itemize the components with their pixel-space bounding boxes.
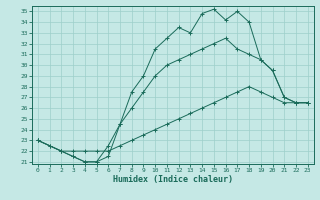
X-axis label: Humidex (Indice chaleur): Humidex (Indice chaleur) [113,175,233,184]
